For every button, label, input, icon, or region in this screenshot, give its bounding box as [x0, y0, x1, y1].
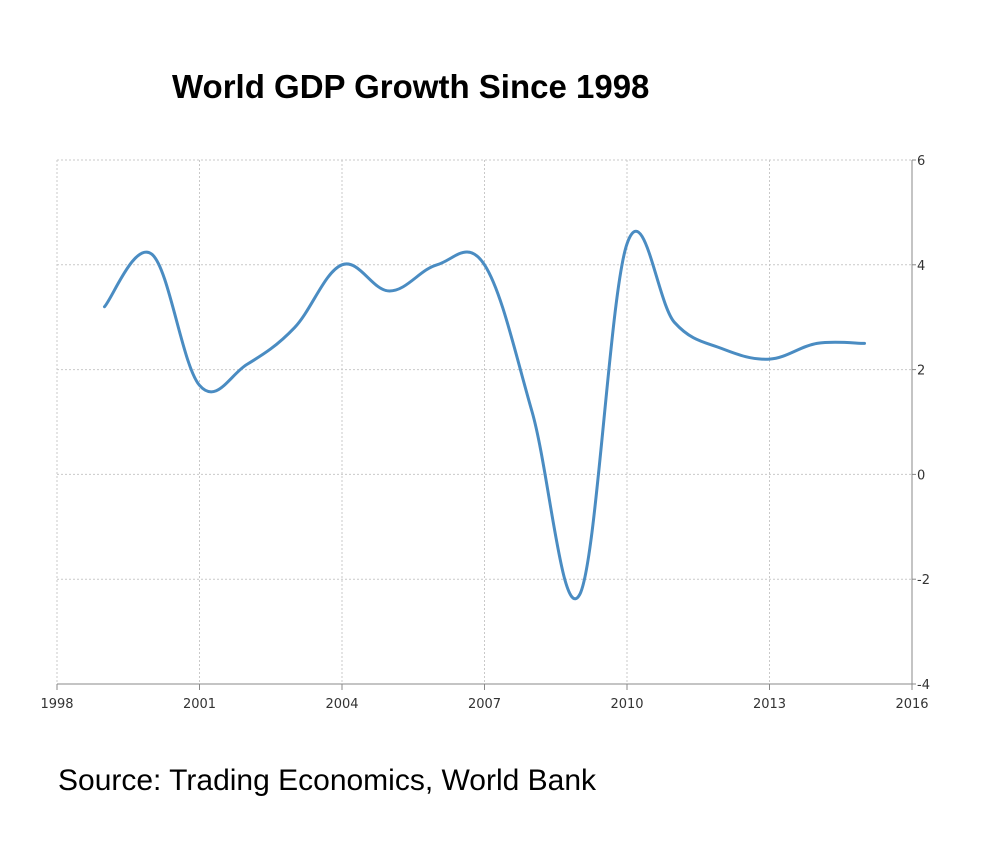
data-point [863, 341, 867, 345]
grid [56, 159, 912, 684]
y-tick-label: -2 [917, 573, 930, 588]
data-point [720, 347, 724, 351]
data-point [768, 357, 772, 361]
data-point [245, 362, 249, 366]
x-tick-label: 2007 [468, 697, 501, 712]
series-line [103, 230, 866, 600]
x-tick-label: 2004 [325, 697, 358, 712]
data-point [435, 263, 439, 267]
y-tick-label: 2 [917, 364, 925, 379]
data-point [150, 252, 154, 256]
x-tick-label: 2010 [610, 697, 643, 712]
x-tick-label: 2001 [183, 697, 216, 712]
data-point [198, 383, 202, 387]
y-tick-label: 4 [917, 259, 925, 274]
data-point [388, 289, 392, 293]
y-tick-label: 6 [917, 154, 925, 169]
x-tick-label: 2013 [753, 697, 786, 712]
data-point [673, 320, 677, 324]
chart-title: World GDP Growth Since 1998 [172, 68, 650, 105]
data-point [530, 410, 534, 414]
data-point [483, 263, 487, 267]
y-tick-label: 0 [917, 468, 925, 483]
data-point [340, 263, 344, 267]
data-point [815, 341, 819, 345]
data-point [578, 593, 582, 597]
axes: -4 -2 0 2 4 6 1998 2001 2004 2007 2010 2013 2016 [40, 154, 930, 712]
data-point [103, 305, 107, 309]
y-tick-label: -4 [917, 678, 930, 693]
data-point [625, 242, 629, 246]
data-point [293, 326, 297, 330]
series-layer [103, 230, 867, 600]
source-note: Source: Trading Economics, World Bank [58, 764, 597, 797]
x-tick-label: 1998 [40, 697, 73, 712]
x-tick-label: 2016 [895, 697, 928, 712]
